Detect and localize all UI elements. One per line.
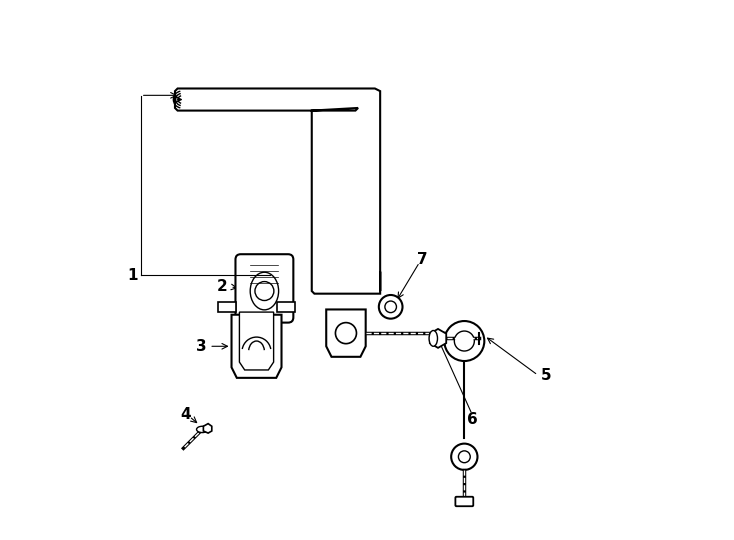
Circle shape (454, 331, 474, 351)
Polygon shape (219, 301, 236, 312)
Circle shape (335, 322, 357, 343)
Circle shape (451, 444, 478, 470)
Polygon shape (203, 423, 212, 433)
Polygon shape (231, 315, 282, 378)
FancyBboxPatch shape (236, 254, 294, 322)
Ellipse shape (385, 301, 396, 313)
Polygon shape (175, 89, 380, 294)
Polygon shape (326, 309, 366, 357)
Polygon shape (430, 329, 446, 348)
Ellipse shape (429, 330, 437, 346)
Text: 4: 4 (180, 407, 191, 422)
Ellipse shape (379, 295, 402, 319)
Text: 7: 7 (417, 252, 427, 267)
Circle shape (459, 451, 470, 463)
Polygon shape (239, 312, 274, 370)
Text: 3: 3 (196, 339, 206, 354)
Circle shape (444, 321, 484, 361)
Ellipse shape (250, 272, 279, 310)
Polygon shape (277, 301, 294, 312)
FancyBboxPatch shape (455, 497, 473, 506)
Text: 5: 5 (540, 368, 551, 383)
Ellipse shape (197, 426, 208, 433)
Text: 2: 2 (217, 279, 228, 294)
Text: 1: 1 (128, 268, 138, 283)
Circle shape (255, 281, 274, 301)
Text: 6: 6 (467, 413, 478, 428)
